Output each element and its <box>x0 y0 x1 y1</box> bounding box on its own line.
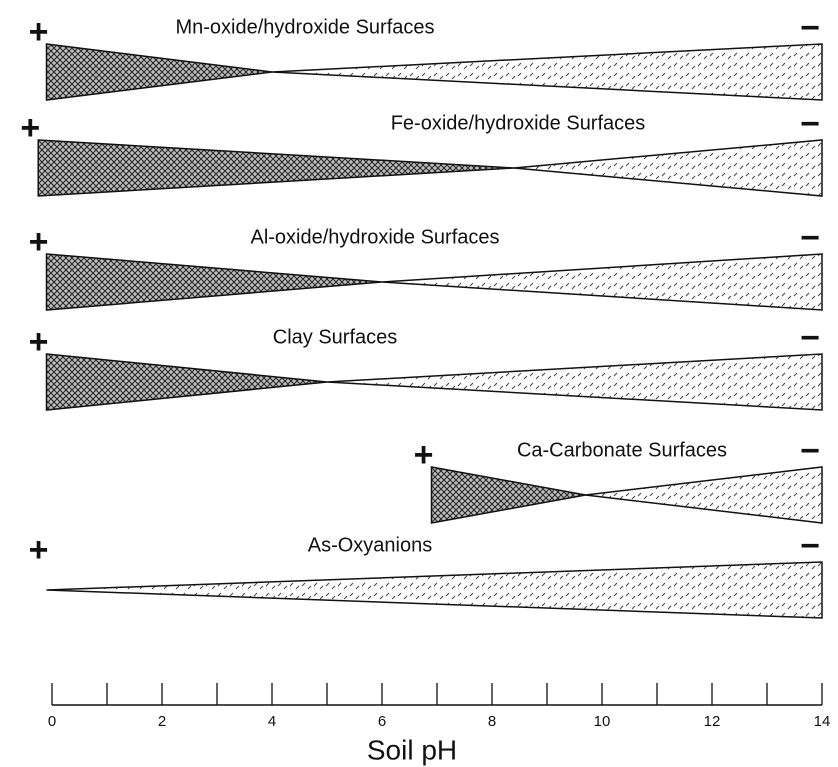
minus-sign: − <box>800 432 820 470</box>
positive-charge-wedge <box>45 43 273 101</box>
positive-charge-wedge <box>430 466 586 524</box>
row-label: Ca-Carbonate Surfaces <box>517 439 727 461</box>
plus-sign: + <box>20 109 40 147</box>
positive-charge-wedge <box>37 139 515 197</box>
row-label: Fe-oxide/hydroxide Surfaces <box>391 112 646 134</box>
x-axis-label: Soil pH <box>367 734 457 765</box>
minus-sign: − <box>800 105 820 143</box>
x-tick-label: 14 <box>814 713 831 730</box>
x-tick-label: 6 <box>378 713 386 730</box>
x-tick-label: 2 <box>158 713 166 730</box>
x-tick-label: 4 <box>268 713 276 730</box>
row-label: Al-oxide/hydroxide Surfaces <box>250 226 499 248</box>
minus-sign: − <box>800 219 820 257</box>
row-label: Mn-oxide/hydroxide Surfaces <box>175 16 434 38</box>
x-tick-label: 8 <box>488 713 496 730</box>
negative-charge-wedge <box>271 43 823 101</box>
minus-sign: − <box>800 9 820 47</box>
negative-charge-wedge <box>381 253 823 311</box>
positive-charge-wedge <box>45 353 328 411</box>
plus-sign: + <box>29 223 49 261</box>
positive-charge-wedge <box>45 253 383 311</box>
negative-charge-wedge <box>585 466 823 524</box>
plus-sign: + <box>414 436 434 474</box>
plus-sign: + <box>29 13 49 51</box>
plus-sign: + <box>29 323 49 361</box>
plus-sign: + <box>29 531 49 569</box>
row-label: As-Oxyanions <box>308 534 433 556</box>
minus-sign: − <box>800 319 820 357</box>
negative-charge-wedge <box>326 353 823 411</box>
x-tick-label: 10 <box>594 713 611 730</box>
x-tick-label: 0 <box>48 713 56 730</box>
x-tick-label: 12 <box>704 713 721 730</box>
negative-charge-wedge <box>46 561 823 619</box>
row-label: Clay Surfaces <box>273 326 398 348</box>
negative-charge-wedge <box>513 139 823 197</box>
minus-sign: − <box>800 527 820 565</box>
